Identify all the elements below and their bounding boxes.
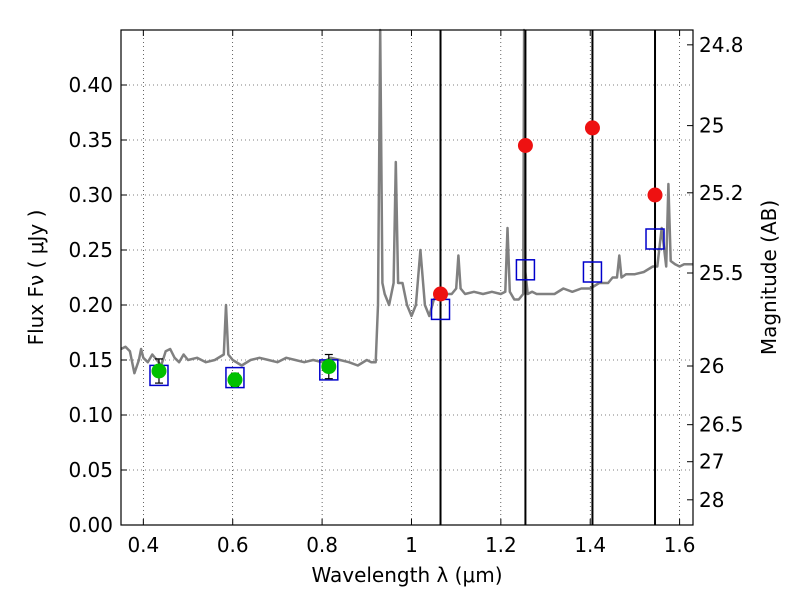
plot-frame [121,30,693,525]
x-tick-label: 1.4 [574,533,606,557]
grid-layer [121,30,693,525]
x-tick-label: 0.8 [306,533,338,557]
right-tick-label: 28 [699,488,724,512]
red-point [433,287,448,302]
green-point [152,364,166,378]
chart-root: 0.4 0.6 0.8 1 1.2 1.4 1.6 0.00 0.05 0.10 0.15 0.20 0… [0,0,800,600]
y-tick-label: 0.10 [68,403,113,427]
y-tick-label: 0.15 [68,348,113,372]
y-tick-label: 0.25 [68,238,113,262]
x-tick-label: 0.4 [127,533,159,557]
spectrum-line [121,30,693,373]
red-point [518,138,533,153]
y-tick-label: 0.30 [68,183,113,207]
green-point [322,360,336,374]
y-tick-label: 0.35 [68,128,113,152]
right-tick-label: 25.5 [699,261,744,285]
right-tick-label: 25.2 [699,181,744,205]
spectrum-layer [121,30,693,373]
right-tick-label: 27 [699,450,724,474]
x-axis-label: Wavelength λ (μm) [311,563,502,587]
y-tick-label: 0.05 [68,458,113,482]
right-tick-label: 26 [699,354,724,378]
green-point [228,373,242,387]
y-axis-label: Flux Fν ( μJy ) [24,210,48,346]
axes-layer: 0.4 0.6 0.8 1 1.2 1.4 1.6 0.00 0.05 0.10 0.15 0.20 0… [68,30,743,557]
x-tick-label: 0.6 [217,533,249,557]
red-point [648,188,663,203]
right-axis-label: Magnitude (AB) [757,200,781,355]
right-tick-label: 24.8 [699,33,744,57]
x-tick-label: 1.2 [485,533,517,557]
right-tick-label: 26.5 [699,413,744,437]
y-tick-label: 0.00 [68,513,113,537]
y-tick-label: 0.40 [68,73,113,97]
y-tick-label: 0.20 [68,293,113,317]
flux-wavelength-chart: 0.4 0.6 0.8 1 1.2 1.4 1.6 0.00 0.05 0.10 0.15 0.20 0… [0,0,800,600]
right-tick-label: 25 [699,114,724,138]
x-tick-label: 1 [405,533,418,557]
red-point [585,120,600,135]
x-tick-label: 1.6 [664,533,696,557]
